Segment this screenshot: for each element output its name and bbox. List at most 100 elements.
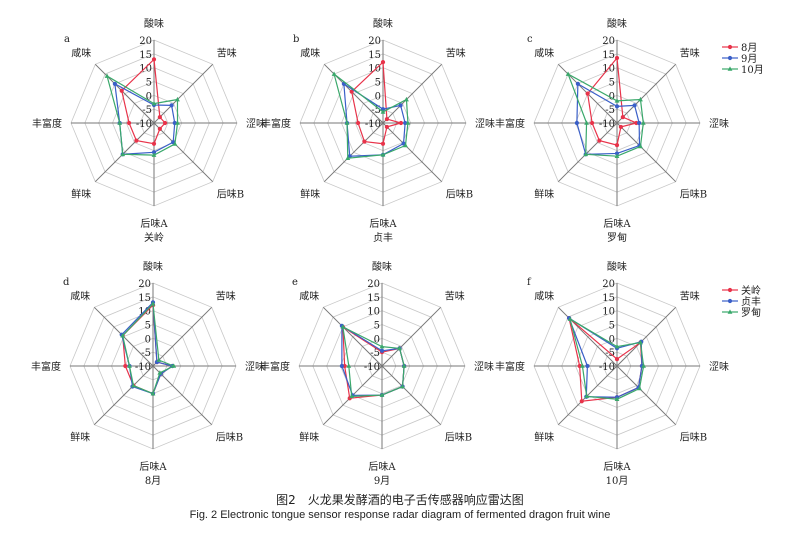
- axis-label: 鲜味: [534, 431, 554, 444]
- data-point: [637, 120, 642, 126]
- data-point: [379, 392, 385, 397]
- data-point: [349, 89, 354, 94]
- axis-label: 酸味: [607, 260, 627, 273]
- axis-label: 后味A: [139, 461, 167, 473]
- axis-line: [152, 365, 213, 426]
- tick-label: 0: [374, 334, 380, 345]
- axis-label: 咸味: [300, 47, 320, 59]
- data-point: [340, 324, 346, 329]
- tick-label: 0: [375, 91, 381, 102]
- axis-line: [322, 306, 383, 367]
- tick-label: 0: [609, 334, 615, 345]
- tick-label: -10: [364, 362, 380, 373]
- data-point: [640, 120, 646, 125]
- axis-label: 涩味: [245, 361, 265, 373]
- data-point: [567, 316, 573, 321]
- axis-label: 酸味: [373, 17, 393, 30]
- tick-label: 20: [368, 36, 381, 47]
- data-point: [614, 153, 620, 158]
- data-point: [614, 356, 620, 362]
- data-point: [151, 141, 157, 146]
- axis-label: 鲜味: [299, 431, 319, 444]
- data-point: [339, 363, 344, 369]
- data-point: [123, 363, 128, 369]
- legend-marker: [727, 66, 733, 71]
- axis-label: 后味A: [603, 218, 631, 230]
- data-point: [618, 124, 624, 130]
- axis-label: 苦味: [680, 46, 700, 59]
- data-point: [356, 120, 361, 126]
- axis-label: 后味A: [369, 218, 397, 230]
- data-point: [400, 383, 405, 389]
- data-point: [104, 73, 110, 78]
- axis-label: 涩味: [709, 118, 729, 130]
- axis-line: [557, 122, 618, 183]
- axis-line: [382, 122, 443, 183]
- data-point: [384, 116, 390, 122]
- tick-label: 10: [602, 307, 615, 318]
- panel-title: 关岭: [144, 231, 164, 244]
- data-point: [404, 96, 409, 102]
- data-point: [580, 363, 585, 368]
- axis-label: 后味B: [216, 432, 243, 444]
- panel-title: 贞丰: [373, 231, 393, 244]
- data-point: [349, 393, 355, 399]
- data-point: [345, 155, 351, 161]
- data-point: [585, 363, 590, 369]
- axis-label: 涩味: [474, 361, 494, 373]
- data-point: [157, 370, 163, 375]
- data-point: [346, 363, 352, 368]
- legend-label: 罗甸: [741, 306, 761, 319]
- panel-letter: c: [527, 34, 533, 45]
- axis-line: [153, 63, 214, 124]
- axis-label: 鲜味: [70, 431, 90, 444]
- tick-label: -10: [365, 119, 381, 130]
- axis-line: [153, 122, 214, 183]
- axis-label: 后味B: [217, 189, 244, 201]
- data-point: [151, 101, 157, 106]
- axis-label: 后味A: [603, 461, 631, 473]
- data-point: [172, 141, 178, 146]
- caption-chinese: 图2 火龙果发酵酒的电子舌传感器响应雷达图: [276, 493, 524, 507]
- legend-marker: [727, 44, 733, 50]
- data-point: [614, 344, 620, 349]
- data-point: [134, 138, 139, 143]
- axis-label: 咸味: [71, 47, 91, 59]
- data-point: [614, 143, 620, 148]
- panel-title: 10月: [606, 475, 629, 487]
- axis-label: 苦味: [216, 289, 236, 302]
- tick-label: 15: [368, 50, 381, 61]
- tick-label: 15: [367, 293, 380, 304]
- tick-label: 5: [609, 321, 615, 332]
- axis-label: 后味B: [680, 432, 707, 444]
- data-point: [380, 107, 386, 112]
- axis-label: 丰富度: [495, 360, 525, 373]
- legend-label: 贞丰: [741, 295, 761, 308]
- axis-label: 后味B: [446, 189, 473, 201]
- axis-line: [616, 365, 677, 426]
- axis-line: [382, 63, 443, 124]
- axis-label: 后味A: [368, 461, 396, 473]
- tick-label: 5: [375, 78, 381, 89]
- data-point: [597, 138, 602, 143]
- data-point: [380, 60, 386, 65]
- tick-label: -5: [371, 105, 381, 116]
- panel-letter: b: [293, 34, 299, 45]
- tick-label: 10: [139, 64, 152, 75]
- data-point: [641, 363, 646, 368]
- tick-label: 15: [139, 50, 152, 61]
- tick-label: 5: [146, 78, 152, 89]
- data-point: [398, 103, 403, 108]
- tick-label: 15: [602, 50, 615, 61]
- tick-label: -10: [135, 362, 151, 373]
- legend-marker: [727, 287, 733, 293]
- data-point: [379, 344, 385, 349]
- axis-line: [93, 365, 154, 426]
- tick-label: 10: [367, 307, 380, 318]
- axis-label: 后味A: [140, 218, 168, 230]
- tick-label: -10: [599, 119, 615, 130]
- axis-label: 酸味: [143, 260, 163, 273]
